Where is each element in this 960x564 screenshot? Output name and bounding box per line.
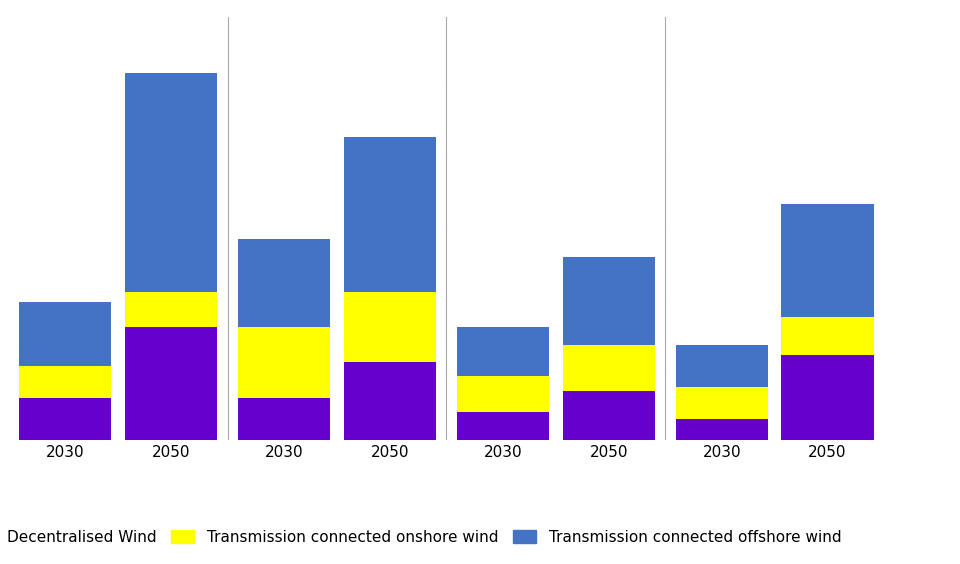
Bar	[563, 390, 655, 440]
Bar	[125, 327, 217, 440]
Bar	[125, 73, 217, 292]
Bar	[344, 363, 436, 440]
Bar	[344, 136, 436, 292]
Bar	[344, 292, 436, 363]
Bar	[676, 345, 768, 387]
Bar	[238, 398, 330, 440]
Bar	[676, 387, 768, 418]
Bar	[457, 327, 549, 377]
Bar	[238, 327, 330, 398]
Bar	[125, 292, 217, 327]
Legend: Decentralised Wind, Transmission connected onshore wind, Transmission connected : Decentralised Wind, Transmission connect…	[0, 524, 848, 551]
Bar	[457, 412, 549, 440]
Bar	[563, 345, 655, 390]
Bar	[563, 257, 655, 345]
Bar	[781, 204, 874, 316]
Bar	[19, 398, 111, 440]
Bar	[781, 355, 874, 440]
Bar	[781, 316, 874, 355]
Bar	[238, 239, 330, 327]
Bar	[19, 302, 111, 366]
Bar	[457, 377, 549, 412]
Bar	[676, 418, 768, 440]
Bar	[19, 366, 111, 398]
